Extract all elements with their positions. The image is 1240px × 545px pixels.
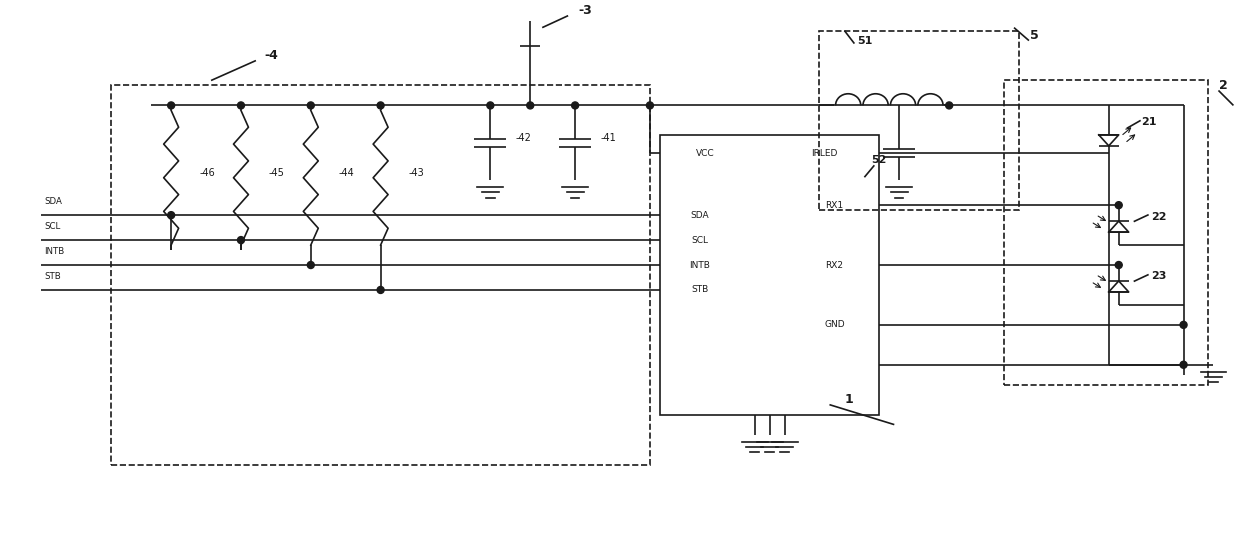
Circle shape bbox=[308, 102, 314, 109]
Text: RX2: RX2 bbox=[826, 261, 843, 270]
Circle shape bbox=[946, 102, 952, 109]
Bar bbox=[1004, 81, 1209, 385]
Text: 23: 23 bbox=[1151, 271, 1167, 281]
Text: 22: 22 bbox=[1151, 211, 1167, 222]
Text: 5: 5 bbox=[1029, 29, 1038, 42]
Text: -44: -44 bbox=[339, 168, 355, 178]
Circle shape bbox=[308, 262, 314, 269]
Circle shape bbox=[167, 102, 175, 109]
Text: SCL: SCL bbox=[691, 235, 708, 245]
Circle shape bbox=[1115, 262, 1122, 269]
Text: STB: STB bbox=[691, 286, 708, 294]
Text: -45: -45 bbox=[269, 168, 285, 178]
Text: -3: -3 bbox=[578, 4, 591, 17]
Text: INTB: INTB bbox=[689, 261, 711, 270]
Text: SDA: SDA bbox=[691, 211, 709, 220]
Text: 52: 52 bbox=[872, 155, 887, 165]
Text: -42: -42 bbox=[516, 133, 531, 143]
Text: VCC: VCC bbox=[696, 149, 714, 158]
Circle shape bbox=[167, 211, 175, 219]
Circle shape bbox=[527, 102, 533, 109]
Text: RX1: RX1 bbox=[826, 201, 843, 210]
Text: INTB: INTB bbox=[45, 247, 64, 256]
Bar bbox=[660, 135, 879, 415]
Text: SCL: SCL bbox=[45, 222, 61, 231]
Text: -41: -41 bbox=[600, 133, 616, 143]
Circle shape bbox=[487, 102, 494, 109]
Text: 2: 2 bbox=[1219, 79, 1228, 92]
Text: SDA: SDA bbox=[45, 197, 62, 206]
Text: STB: STB bbox=[45, 272, 61, 281]
Bar bbox=[112, 86, 650, 464]
Text: -46: -46 bbox=[200, 168, 215, 178]
Circle shape bbox=[1180, 322, 1187, 328]
Circle shape bbox=[1180, 361, 1187, 368]
Circle shape bbox=[238, 237, 244, 244]
Bar bbox=[820, 31, 1019, 210]
Circle shape bbox=[1115, 202, 1122, 209]
Circle shape bbox=[377, 287, 384, 293]
Text: 1: 1 bbox=[844, 393, 854, 406]
Text: -43: -43 bbox=[408, 168, 424, 178]
Text: 51: 51 bbox=[857, 35, 872, 46]
Text: GND: GND bbox=[825, 320, 844, 329]
Text: -4: -4 bbox=[264, 49, 278, 62]
Circle shape bbox=[238, 102, 244, 109]
Circle shape bbox=[377, 102, 384, 109]
Circle shape bbox=[646, 102, 653, 109]
Circle shape bbox=[572, 102, 579, 109]
Text: 21: 21 bbox=[1141, 117, 1157, 128]
Text: IRLED: IRLED bbox=[811, 149, 838, 158]
